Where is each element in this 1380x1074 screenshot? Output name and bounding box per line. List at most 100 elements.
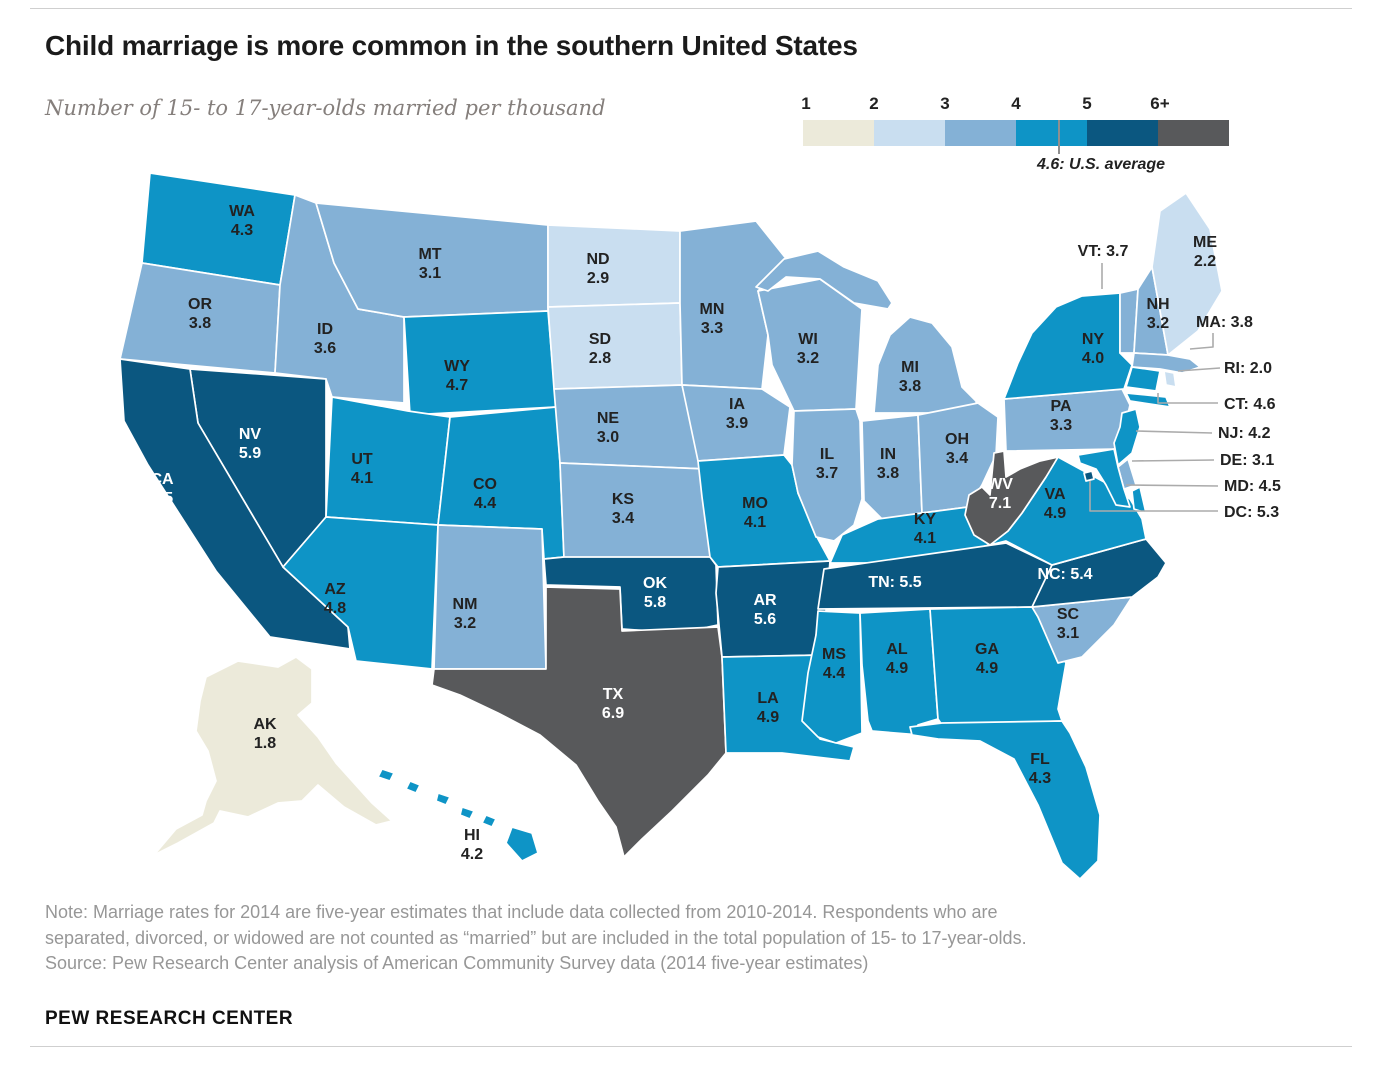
state-ri: [1163, 370, 1177, 388]
page-title: Child marriage is more common in the sou…: [45, 30, 858, 61]
label-co: CO 4.4: [473, 476, 497, 512]
label-ny: NY 4.0: [1082, 331, 1105, 367]
state-sd: [547, 302, 683, 390]
state-ny-long-island: [1125, 392, 1171, 408]
label-ms: MS 4.4: [822, 646, 846, 682]
state-md: [1077, 448, 1131, 508]
leader-de: [1131, 459, 1215, 462]
state-ar: [715, 560, 831, 658]
label-nc: NC: 5.4: [1037, 566, 1092, 583]
label-ri: RI: 2.0: [1224, 360, 1272, 377]
label-wv: WV 7.1: [987, 476, 1013, 512]
callout-leader-lines: [1089, 263, 1221, 512]
legend-swatch-6: [1158, 120, 1229, 146]
state-ms: [801, 610, 863, 744]
label-md: MD: 4.5: [1224, 478, 1281, 495]
state-ak: [153, 656, 393, 856]
label-ks: KS 3.4: [612, 491, 635, 527]
legend-tick-6: 6+: [1150, 94, 1170, 113]
label-la: LA 4.9: [757, 690, 779, 726]
leader-ri: [1177, 367, 1221, 372]
label-fl: FL 4.3: [1029, 751, 1051, 787]
label-il: IL 3.7: [816, 446, 838, 482]
legend: 1 2 3 4 5 6+ 4.6: U.S. average: [801, 94, 1230, 178]
state-me: [1151, 192, 1223, 356]
label-sc: SC 3.1: [1057, 606, 1080, 642]
label-mo: MO 4.1: [742, 495, 768, 531]
legend-tick-4: 4: [1011, 94, 1021, 113]
state-ny: [1003, 292, 1133, 400]
label-wi: WI 3.2: [797, 331, 819, 367]
legend-swatch-3: [945, 120, 1016, 146]
state-ia: [681, 384, 791, 462]
label-tx: TX 6.9: [602, 686, 624, 722]
legend-swatch-1: [803, 120, 874, 146]
state-tx: [431, 586, 727, 858]
label-va: VA 4.9: [1044, 486, 1066, 522]
leader-nj: [1135, 430, 1213, 434]
state-wv: [964, 450, 1059, 546]
state-nm: [433, 524, 547, 670]
label-ok: OK 5.8: [643, 575, 667, 611]
label-id: ID 3.6: [314, 321, 336, 357]
leader-ct: [1157, 393, 1218, 404]
state-ne: [553, 384, 707, 470]
label-ak: AK 1.8: [253, 716, 277, 752]
label-sd: SD 2.8: [589, 331, 611, 367]
label-ky: KY 4.1: [914, 511, 937, 547]
leader-md: [1125, 484, 1219, 487]
label-ma: MA: 3.8: [1196, 314, 1253, 331]
subtitle: Number of 15- to 17-year-olds married pe…: [45, 96, 606, 120]
label-vt: VT: 3.7: [1078, 243, 1129, 260]
leader-dc: [1089, 481, 1218, 512]
label-ga: GA 4.9: [975, 641, 999, 677]
label-ne: NE 3.0: [597, 410, 620, 446]
state-labels: WA 4.3 OR 3.8 ID 3.6 MT 3.1 WY 4.7 NV 5.9 CA 5.…: [150, 203, 1281, 863]
us-average-label: 4.6: U.S. average: [1037, 156, 1166, 173]
label-in: IN 3.8: [877, 446, 899, 482]
state-mi: [873, 316, 979, 414]
label-hi: HI 4.2: [461, 827, 483, 863]
leader-ma: [1189, 333, 1214, 350]
state-mo: [697, 454, 831, 568]
state-mi-upper: [755, 250, 893, 310]
state-ks: [559, 462, 711, 560]
state-shapes: [120, 172, 1223, 880]
label-dc: DC: 5.3: [1224, 504, 1279, 521]
label-ia: IA 3.9: [726, 396, 748, 432]
label-ct: CT: 4.6: [1224, 396, 1276, 413]
label-ut: UT 4.1: [351, 451, 373, 487]
state-va-eastern-shore: [1131, 486, 1147, 514]
label-nj: NJ: 4.2: [1218, 425, 1271, 442]
state-wy: [403, 310, 557, 416]
label-or: OR 3.8: [188, 296, 212, 332]
top-rule: [30, 8, 1352, 9]
state-il: [791, 408, 863, 542]
state-nd: [547, 224, 681, 308]
state-dc: [1083, 470, 1095, 482]
label-oh: OH 3.4: [945, 431, 969, 467]
legend-swatch-2: [874, 120, 945, 146]
legend-tick-2: 2: [869, 94, 879, 113]
note-line-2: separated, divorced, or widowed are not …: [45, 927, 1027, 948]
label-tn: TN: 5.5: [868, 574, 921, 591]
label-mi: MI 3.8: [899, 359, 921, 395]
footnote: Note: Marriage rates for 2014 are five-y…: [45, 900, 1335, 977]
us-average-marker: [1058, 120, 1060, 154]
label-nv: NV 5.9: [239, 426, 262, 462]
state-nj: [1113, 408, 1141, 466]
label-nm: NM 3.2: [453, 596, 478, 632]
legend-tick-labels: 1 2 3 4 5 6+: [801, 94, 1230, 114]
label-mt: MT 3.1: [418, 246, 441, 282]
label-wa: WA 4.3: [229, 203, 255, 239]
label-az: AZ 4.8: [324, 581, 346, 617]
bottom-rule: [30, 1046, 1352, 1047]
note-line-1: Note: Marriage rates for 2014 are five-y…: [45, 902, 998, 922]
label-mn: MN 3.3: [700, 301, 725, 337]
state-fl: [909, 720, 1101, 880]
label-me: ME 2.2: [1193, 234, 1217, 270]
label-nh: NH 3.2: [1146, 296, 1169, 332]
legend-color-bar: [803, 120, 1229, 146]
legend-tick-3: 3: [940, 94, 950, 113]
